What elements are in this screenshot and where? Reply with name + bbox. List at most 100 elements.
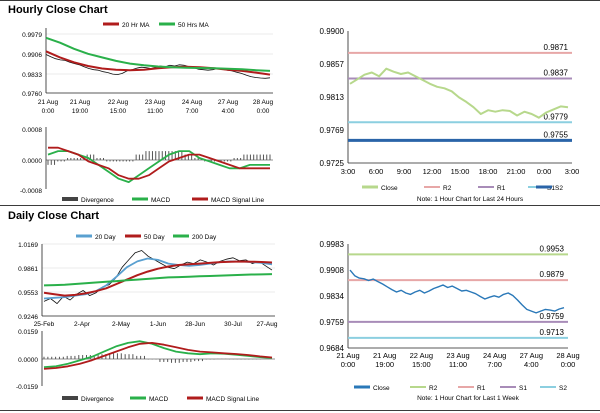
hourly-levels-x-tick-6: 21:00 <box>507 167 526 176</box>
daily-macd-legend-signal-label: MACD Signal Line <box>206 396 259 403</box>
hourly-levels-x-tick-1: 6:00 <box>369 167 384 176</box>
hourly-macd-legend-divergence-label: Divergence <box>81 197 114 204</box>
hourly-macd-y-tick-2: -0.0008 <box>20 188 42 195</box>
daily-levels-x-tick-0-date: 21 Aug <box>336 351 359 360</box>
daily-levels-x-tick-2-time: 15:00 <box>412 360 431 369</box>
daily-levels-x-tick-0-time: 0:00 <box>341 360 356 369</box>
daily-legend-20day-label: 20 Day <box>95 234 116 241</box>
hourly-levels-y-tick-3: 0.9769 <box>320 126 345 135</box>
hourly-price-y-tick-3: 0.9760 <box>22 91 42 98</box>
hourly-legend-20hr-label: 20 Hr MA <box>122 22 150 29</box>
daily-levels-y-tick-1: 0.9908 <box>320 266 345 275</box>
daily-200day-line <box>43 273 273 287</box>
daily-levels-x-tick-1-date: 21 Aug <box>373 351 396 360</box>
hourly-levels-note: Note: 1 Hour Chart for Last 24 Hours <box>417 196 524 203</box>
daily-price-y-tick-2: 0.9553 <box>18 290 38 297</box>
daily-levels-x-tick-6-date: 28 Aug <box>556 351 579 360</box>
hourly-legend-50hr-label: 50 Hrs MA <box>178 22 209 29</box>
daily-macd-y-tick-0: 0.0159 <box>18 329 38 336</box>
hourly-levels-y-tick-4: 0.9725 <box>320 159 345 168</box>
middle-divider <box>0 205 600 206</box>
hourly-50hr-ma-line <box>45 36 271 72</box>
daily-levels-note: Note: 1 Hour Chart for Last 1 Week <box>417 395 520 402</box>
hourly-macd-line <box>47 150 270 184</box>
daily-price-y-tick-3: 0.9246 <box>18 314 38 321</box>
hourly-levels-y-tick-0: 0.9900 <box>320 27 345 36</box>
hourly-levels-x-tick-4: 15:00 <box>451 167 470 176</box>
daily-price-y-tick-1: 0.9861 <box>18 266 38 273</box>
daily-levels-legend-r2-label: R2 <box>429 385 438 392</box>
daily-levels-legend-close-label: Close <box>373 385 390 392</box>
hourly-levels-legend-r2-label: R2 <box>443 185 452 192</box>
daily-levels-r2-value: 0.9953 <box>540 244 565 253</box>
daily-levels-legend-s1-label: S1 <box>519 385 527 392</box>
hourly-levels-close-line <box>349 67 569 119</box>
daily-price-x-tick-6: 27-Aug <box>257 321 278 328</box>
hourly-signal-line <box>48 146 270 180</box>
hourly-price-x-tick-6-date: 28 Aug <box>253 99 274 106</box>
daily-levels-r1-value: 0.9879 <box>540 270 565 279</box>
hourly-price-x-tick-0-date: 21 Aug <box>38 99 59 106</box>
hourly-price-x-tick-2-time: 15:00 <box>110 108 127 115</box>
daily-price-x-tick-2: 2-May <box>112 321 131 328</box>
daily-price-x-tick-1: 2-Apr <box>74 321 91 328</box>
daily-legend-200day-label: 200 Day <box>192 234 217 241</box>
daily-price-x-tick-0: 25-Feb <box>34 321 55 328</box>
hourly-levels-s2-value: 0.9755 <box>544 130 569 139</box>
hourly-price-x-tick-3-time: 11:00 <box>147 108 163 115</box>
hourly-price-x-tick-6-time: 0:00 <box>257 108 270 115</box>
hourly-price-x-tick-5-date: 27 Aug <box>218 99 239 106</box>
hourly-price-y-tick-1: 0.9906 <box>22 52 42 59</box>
hourly-price-x-tick-4-time: 7:00 <box>186 108 199 115</box>
daily-levels-s1-value: 0.9759 <box>540 312 565 321</box>
hourly-macd-y-tick-1: 0.0000 <box>22 158 42 165</box>
hourly-price-x-tick-0-time: 0:00 <box>42 108 55 115</box>
hourly-price-x-tick-5-time: 4:00 <box>222 108 235 115</box>
daily-section-title: Daily Close Chart <box>8 210 100 222</box>
daily-macd-legend-macd-label: MACD <box>149 396 168 403</box>
daily-levels-y-tick-0: 0.9983 <box>320 240 345 249</box>
bottom-divider <box>0 410 600 411</box>
daily-price-x-tick-4: 28-Jun <box>185 321 205 328</box>
daily-levels-x-tick-2-date: 22 Aug <box>410 351 433 360</box>
top-divider <box>0 0 600 1</box>
daily-macd-y-tick-2: -0.0159 <box>16 384 38 391</box>
daily-levels-legend-r1-label: R1 <box>477 385 486 392</box>
hourly-levels-x-tick-5: 18:00 <box>479 167 498 176</box>
hourly-macd-y-tick-0: 0.0008 <box>22 127 42 134</box>
daily-levels-x-tick-1-time: 19:00 <box>375 360 394 369</box>
hourly-levels-x-tick-3: 12:00 <box>423 167 442 176</box>
hourly-levels-r2-value: 0.9871 <box>544 43 569 52</box>
hourly-price-x-tick-4-date: 24 Aug <box>182 99 203 106</box>
hourly-levels-legend-close-label: Close <box>381 185 398 192</box>
hourly-levels-r1-value: 0.9837 <box>544 69 569 78</box>
hourly-price-x-tick-1-time: 19:00 <box>72 108 89 115</box>
daily-levels-x-tick-6-time: 0:00 <box>561 360 576 369</box>
daily-signal-line <box>43 341 273 370</box>
hourly-levels-x-tick-8: 3:00 <box>565 167 580 176</box>
daily-levels-s2-value: 0.9713 <box>540 328 565 337</box>
hourly-price-x-tick-3-date: 23 Aug <box>145 99 166 106</box>
hourly-macd-legend-signal-label: MACD Signal Line <box>211 197 264 204</box>
daily-levels-x-tick-4-time: 7:00 <box>487 360 502 369</box>
daily-levels-close-line <box>349 269 565 314</box>
daily-price-x-tick-3: 1-Jun <box>150 321 167 328</box>
daily-legend-50day-label: 50 Day <box>144 234 165 241</box>
daily-price-y-tick-0: 1.0169 <box>18 242 38 249</box>
daily-macd-legend-divergence-label: Divergence <box>81 396 114 403</box>
daily-price-line <box>43 250 273 305</box>
hourly-section-title: Hourly Close Chart <box>8 4 108 16</box>
hourly-levels-x-tick-2: 9:00 <box>397 167 412 176</box>
hourly-levels-legend-r1-label: R1 <box>497 185 506 192</box>
daily-levels-y-tick-3: 0.9759 <box>320 318 345 327</box>
daily-levels-y-tick-2: 0.9834 <box>320 292 345 301</box>
hourly-20hr-ma-line <box>45 50 271 76</box>
daily-levels-x-tick-5-date: 27 Aug <box>520 351 543 360</box>
daily-levels-y-tick-4: 0.9684 <box>320 344 345 353</box>
daily-macd-y-tick-1: 0.0000 <box>18 357 38 364</box>
daily-levels-x-tick-3-date: 23 Aug <box>446 351 469 360</box>
hourly-price-y-tick-0: 0.9979 <box>22 32 42 39</box>
daily-levels-x-tick-5-time: 4:00 <box>524 360 539 369</box>
hourly-levels-y-tick-2: 0.9813 <box>320 93 345 102</box>
